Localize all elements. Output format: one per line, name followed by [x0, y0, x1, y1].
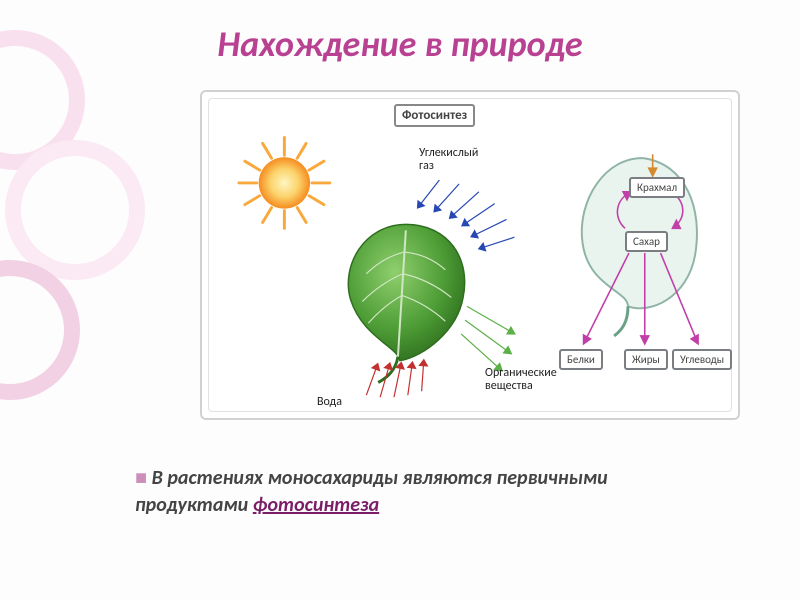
photosynthesis-diagram: Фотосинтез Углекислый газ Вода Органичес… [200, 90, 740, 420]
slide-title: Нахождение в природе [0, 22, 800, 66]
chip-fats: Жиры [624, 349, 668, 370]
diagram-inner: Фотосинтез Углекислый газ Вода Органичес… [208, 98, 732, 412]
chip-starch: Крахмал [629, 177, 685, 198]
label-co2-text: Углекислый газ [419, 146, 478, 173]
deco-ring [0, 260, 80, 400]
bullet-list: В растениях моносахариды являются первич… [135, 465, 725, 519]
label-water: Вода [317, 395, 342, 409]
organic-arrows [458, 303, 516, 374]
label-organic: Органические вещества [485, 367, 557, 392]
chip-carbs: Углеводы [672, 349, 732, 370]
chip-proteins: Белки [559, 349, 603, 370]
leaf-main-icon [348, 224, 464, 382]
bullet-item: В растениях моносахариды являются первич… [135, 465, 725, 519]
chip-photosynthesis: Фотосинтез [394, 104, 475, 127]
deco-ring [5, 140, 145, 280]
chip-sugar: Сахар [625, 231, 668, 252]
label-co2: Углекислый газ [419, 147, 478, 172]
bullet-link[interactable]: фотосинтеза [253, 493, 379, 517]
sun-icon [239, 138, 330, 229]
